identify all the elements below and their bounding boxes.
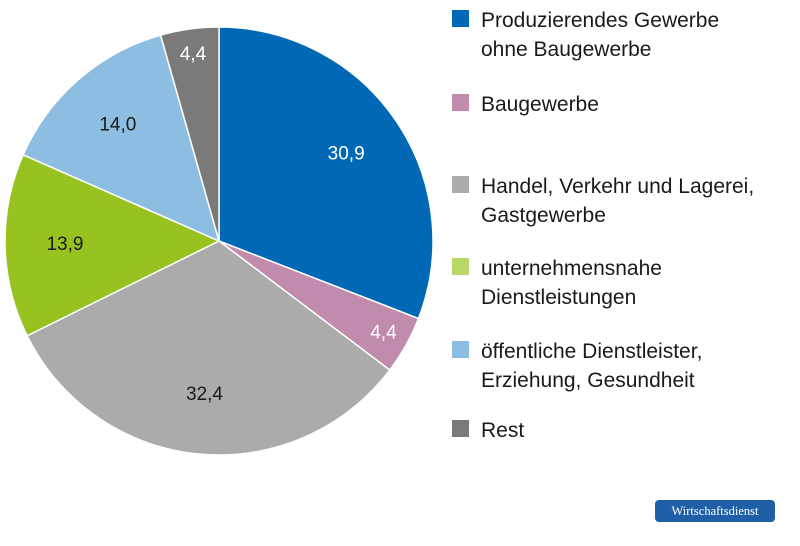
slice-value-label-5: 4,4	[180, 44, 207, 65]
pie-slice-0	[218, 26, 434, 320]
pie-slice-4	[22, 34, 221, 243]
legend-label: Handel, Verkehr und Lagerei, Gastgewerbe	[481, 175, 755, 227]
legend-label: Produzierendes Gewerbe ohne Baugewerbe	[481, 9, 720, 61]
legend-item-produzierendes-gewerbe: Produzierendes Gewerbe ohne Baugewerbe	[452, 6, 719, 64]
pie-slice-5	[159, 26, 220, 242]
legend-label: Rest	[481, 419, 525, 442]
legend-swatch	[452, 94, 469, 111]
legend-item-oeffentliche-dienstleister: öffentliche Dienstleister, Erziehung, Ge…	[452, 337, 702, 395]
legend-label: Baugewerbe	[481, 93, 599, 116]
slice-value-label-2: 32,4	[186, 384, 223, 405]
legend-item-handel-verkehr: Handel, Verkehr und Lagerei, Gastgewerbe	[452, 172, 754, 230]
legend-item-unternehmensnahe-dienstleistungen: unternehmensnahe Dienstleistungen	[452, 254, 662, 312]
slice-value-label-4: 14,0	[99, 114, 136, 135]
pie-slice-2	[26, 240, 391, 456]
legend-swatch	[452, 10, 469, 27]
pie-chart: 30,9 4,4 32,4 13,9 14,0 4,4	[4, 26, 434, 456]
slice-value-label-3: 13,9	[46, 234, 83, 255]
legend-swatch	[452, 341, 469, 358]
legend-item-baugewerbe: Baugewerbe	[452, 90, 599, 119]
legend-label: öffentliche Dienstleister, Erziehung, Ge…	[481, 340, 703, 392]
source-badge: Wirtschaftsdienst	[655, 500, 775, 522]
slice-value-label-0: 30,9	[328, 143, 365, 164]
legend-swatch	[452, 420, 469, 437]
legend-swatch	[452, 176, 469, 193]
slice-value-label-1: 4,4	[370, 322, 397, 343]
legend-item-rest: Rest	[452, 416, 524, 445]
legend-swatch	[452, 258, 469, 275]
legend-label: unternehmensnahe Dienstleistungen	[481, 257, 662, 309]
pie-slice-3	[4, 153, 221, 337]
